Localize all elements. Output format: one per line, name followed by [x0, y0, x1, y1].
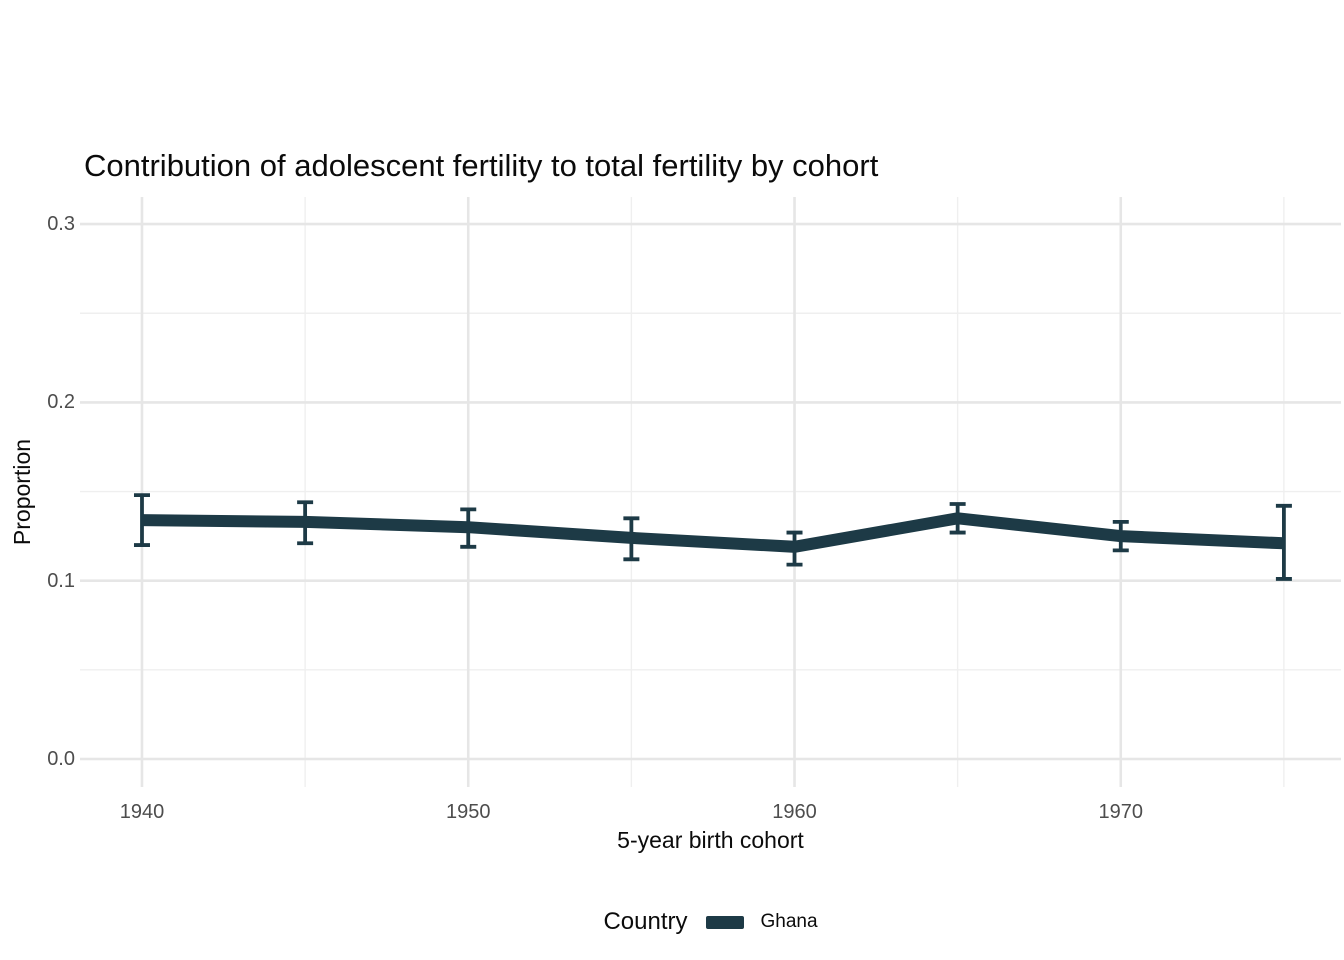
chart-title: Contribution of adolescent fertility to … — [84, 148, 879, 183]
y-axis-title: Proportion — [9, 438, 35, 546]
x-tick-label: 1970 — [1098, 801, 1144, 823]
ghana-line — [141, 512, 1285, 553]
legend-label-ghana: Ghana — [760, 911, 818, 932]
y-tick-label: 0.0 — [47, 748, 75, 770]
y-tick-label: 0.2 — [47, 391, 75, 414]
y-tick-label: 0.1 — [47, 569, 75, 592]
legend-title: Country — [603, 908, 688, 935]
x-axis-title: 5-year birth cohort — [617, 827, 804, 853]
grid-minor-lines — [80, 197, 1341, 787]
x-tick-label: 1960 — [772, 801, 817, 823]
y-tick-label: 0.3 — [47, 213, 75, 236]
legend-line-swatch — [705, 915, 744, 929]
grid-major-lines — [80, 197, 1341, 787]
legend: Country Ghana — [80, 900, 1341, 944]
x-tick-label: 1950 — [446, 801, 491, 823]
x-tick-label: 1940 — [119, 801, 165, 823]
